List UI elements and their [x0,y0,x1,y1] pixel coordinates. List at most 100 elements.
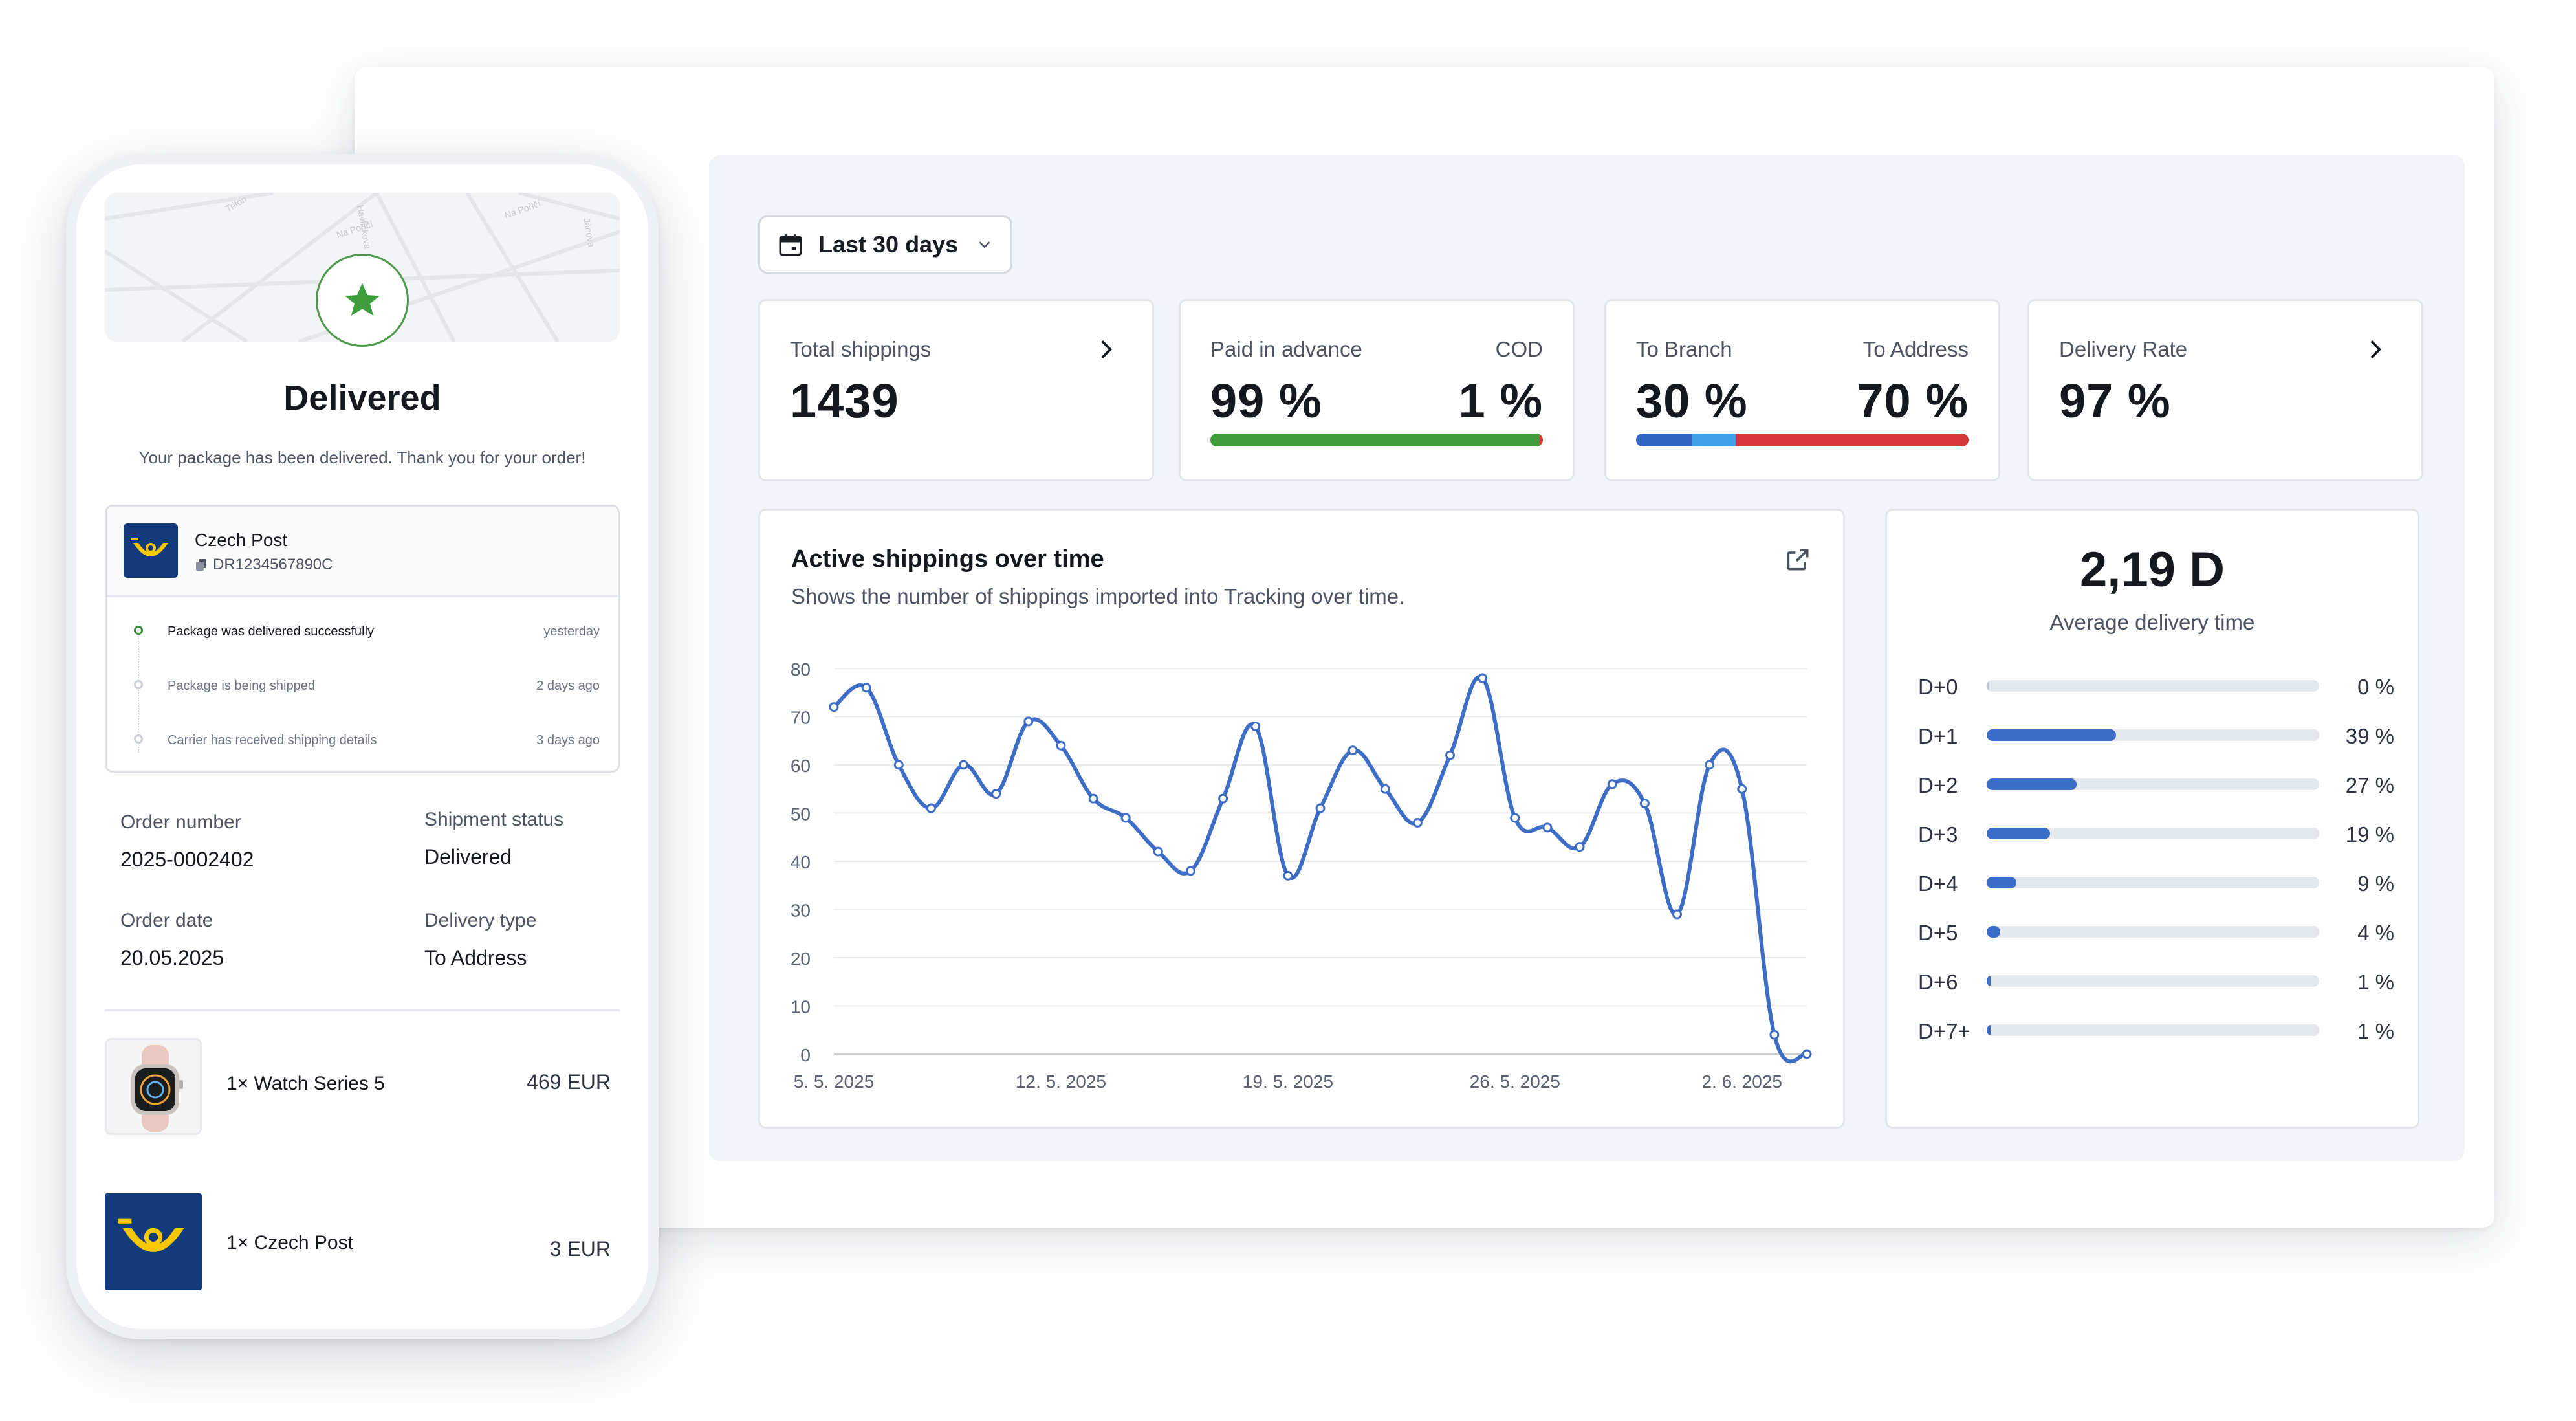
item-name: 1× Czech Post [226,1232,353,1253]
average-delivery-time-value: 2,19 D [2080,542,2225,597]
kpi-label-to-address: To Address [1862,337,1969,361]
y-tick-label: 60 [791,756,811,776]
czech-post-item-logo [105,1193,202,1290]
carrier-name: Czech Post [195,530,288,550]
delivery-day-percent: 27 % [2345,773,2394,797]
delivery-status-message: Your package has been delivered. Thank y… [138,448,586,467]
timeline-time: yesterday [543,624,600,639]
data-point [1088,793,1098,804]
delivery-day-fill [1987,975,1991,987]
delivery-split-bar [1636,434,1969,446]
delivery-day-label: D+7+ [1918,1019,1970,1043]
data-point [959,760,969,770]
delivery-time-row: D+4 9 % [1918,866,2394,899]
timeline-text: Package was delivered successfully [168,624,375,639]
cod-segment [1539,434,1543,446]
to-branch-segment-2 [1692,434,1736,446]
chart-title: Active shippings over time [791,545,1104,573]
delivery-day-percent: 1 % [2357,970,2394,994]
delivery-day-fill [1987,828,2050,839]
data-point [1737,784,1747,794]
data-point [1283,870,1293,881]
date-range-dropdown[interactable]: Last 30 days [758,215,1012,274]
y-tick-label: 80 [791,659,811,679]
order-number-value: 2025-0002402 [120,848,254,871]
order-date-value: 20.05.2025 [120,946,224,969]
paid-in-advance-segment [1210,434,1540,446]
item-price: 469 EUR [527,1070,611,1094]
y-tick-label: 20 [791,949,811,969]
order-number-label: Order number [120,811,241,833]
delivery-day-label: D+4 [1918,872,1958,896]
y-tick-label: 0 [800,1045,811,1065]
delivery-type-value: To Address [424,946,527,969]
delivery-time-row: D+0 0 % [1918,670,2394,702]
copy-icon[interactable] [195,558,208,572]
delivery-day-track [1987,729,2319,741]
delivery-time-row: D+7+ 1 % [1918,1014,2394,1046]
timeline-item: Package is being shipped 2 days ago [107,675,618,701]
data-point [861,683,871,693]
phone-tracking-page: Trifon Na Poříčí Na Poříčí Jánova Havlíč… [66,154,659,1339]
x-tick-label: 5. 5. 2025 [794,1072,875,1092]
timeline-item: Package was delivered successfully yeste… [107,621,618,646]
timeline-dot [134,734,143,744]
y-tick-label: 50 [791,804,811,824]
active-shippings-chart-card: 0 10 20 30 40 50 60 70 80 5. 5. 2025 12. 5. 2025 19… [758,509,1845,1129]
delivery-time-card: 2,19 D Average delivery time D+0 0 % D+1 39… [1885,509,2419,1129]
chevron-right-icon[interactable] [2363,337,2388,362]
svg-text:Jánova: Jánova [582,217,597,248]
czech-post-logo [124,523,178,578]
kpi-value-paid-in-advance: 99 % [1210,374,1322,428]
delivery-time-row: D+1 39 % [1918,719,2394,751]
series-line [833,674,1808,1064]
y-tick-label: 40 [791,852,811,872]
timeline-text: Carrier has received shipping details [168,733,377,747]
kpi-total-shippings[interactable]: Total shippings 1439 [758,299,1154,481]
order-date-label: Order date [120,910,213,931]
x-tick-label: 2. 6. 2025 [1701,1072,1782,1092]
line-chart: 0 10 20 30 40 50 60 70 80 5. 5. 2025 12. 5. 2025 19… [791,659,1812,1092]
delivery-day-track [1987,926,2319,938]
shipment-status-value: Delivered [424,845,512,868]
data-point [1575,842,1585,852]
kpi-label-to-branch: To Branch [1636,337,1732,361]
kpi-value-to-address: 70 % [1857,374,1969,428]
kpi-value: 97 % [2059,374,2171,428]
data-point [1153,846,1163,857]
delivery-day-track [1987,975,2319,987]
delivery-day-fill [1987,680,1990,692]
delivery-day-label: D+0 [1918,675,1958,699]
kpi-delivery-split: To Branch To Address 30 % 70 % [1604,299,2000,481]
x-tick-label: 26. 5. 2025 [1470,1072,1560,1092]
external-link-icon[interactable] [1784,545,1812,574]
timeline-connector [138,636,139,753]
data-point [1250,721,1261,731]
item-price: 3 EUR [549,1237,611,1261]
kpi-label-paid-in-advance: Paid in advance [1210,337,1362,361]
x-tick-label: 19. 5. 2025 [1243,1072,1333,1092]
x-tick-label: 12. 5. 2025 [1016,1072,1106,1092]
delivery-day-fill [1987,877,2017,888]
delivery-day-label: D+2 [1918,773,1958,797]
tracking-number[interactable]: DR1234567890C [195,556,333,574]
delivery-type-label: Delivery type [424,910,537,931]
delivery-day-track [1987,828,2319,839]
data-point [1705,760,1715,770]
payment-split-bar [1210,434,1543,446]
timeline-time: 3 days ago [536,733,600,747]
delivery-day-track [1987,778,2319,790]
data-point [1510,813,1520,823]
kpi-value-to-branch: 30 % [1636,374,1748,428]
delivery-day-fill [1987,1024,1991,1036]
chevron-right-icon[interactable] [1094,337,1119,362]
delivery-day-track [1987,680,2319,692]
data-point [1542,822,1553,833]
kpi-delivery-rate[interactable]: Delivery Rate 97 % [2027,299,2423,481]
data-point [1769,1030,1780,1040]
kpi-value-cod: 1 % [1458,374,1543,428]
delivery-time-row: D+2 27 % [1918,768,2394,800]
item-name: 1× Watch Series 5 [226,1073,385,1094]
delivery-day-label: D+3 [1918,822,1958,846]
data-point [1607,779,1617,789]
